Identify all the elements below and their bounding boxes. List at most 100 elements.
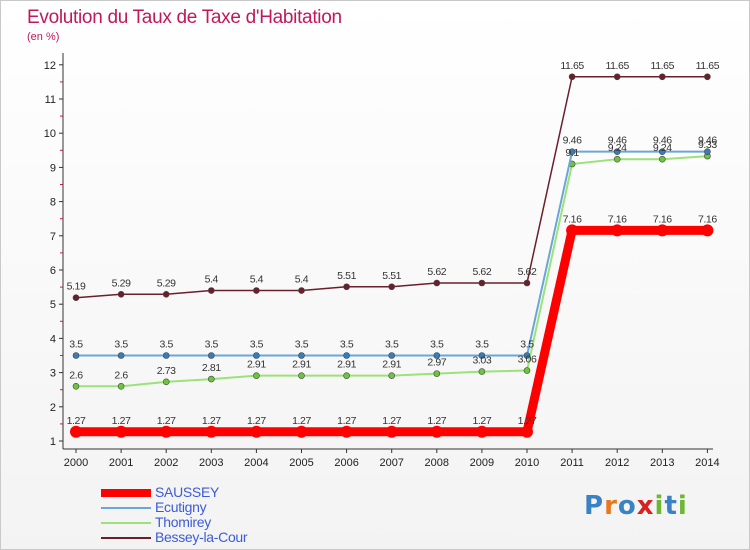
series-saussey bbox=[70, 224, 714, 438]
data-label: 7.16 bbox=[653, 213, 672, 225]
logo-letter: P bbox=[584, 491, 605, 521]
data-point bbox=[72, 352, 80, 359]
data-label: 3.5 bbox=[69, 339, 83, 351]
data-label: 1.27 bbox=[202, 415, 221, 427]
data-label: 5.29 bbox=[157, 277, 176, 289]
data-label: 5.62 bbox=[472, 266, 491, 278]
logo-letter: t bbox=[664, 491, 678, 521]
y-tick-label: 5 bbox=[50, 299, 56, 311]
logo-letter: o bbox=[617, 491, 637, 521]
data-point bbox=[704, 73, 711, 81]
x-tick-label: 2006 bbox=[334, 457, 358, 469]
data-label: 9.46 bbox=[608, 135, 627, 147]
data-label: 2.6 bbox=[69, 369, 83, 381]
data-point bbox=[658, 73, 666, 81]
data-point bbox=[388, 352, 396, 359]
data-point bbox=[658, 148, 666, 155]
data-point bbox=[72, 382, 80, 390]
x-tick-label: 2004 bbox=[244, 457, 268, 469]
series-thomirey bbox=[72, 152, 711, 390]
data-point bbox=[117, 352, 125, 359]
data-point bbox=[385, 425, 398, 438]
y-tick-label: 9 bbox=[50, 162, 56, 174]
data-point bbox=[388, 283, 396, 291]
data-point bbox=[162, 352, 170, 359]
y-tick-label: 7 bbox=[50, 231, 56, 243]
series-line bbox=[75, 76, 709, 299]
data-label: 3.5 bbox=[475, 339, 489, 351]
series-line bbox=[71, 225, 712, 437]
y-tick-label: 3 bbox=[50, 368, 56, 380]
data-label: 3.5 bbox=[430, 339, 444, 351]
data-point bbox=[433, 279, 441, 287]
data-label: 2.97 bbox=[427, 357, 446, 369]
data-point bbox=[343, 283, 350, 291]
data-label: 7.16 bbox=[698, 213, 717, 225]
data-point bbox=[566, 224, 579, 237]
series-layer bbox=[70, 73, 714, 438]
data-point bbox=[611, 224, 624, 237]
data-label: 9.46 bbox=[563, 135, 582, 147]
data-point bbox=[253, 372, 260, 379]
data-label: 1.27 bbox=[427, 415, 446, 427]
data-point bbox=[523, 279, 531, 287]
data-labels: 5.19 5.29 5.29 5.4 5.4 5.4 5.51 5.51 5.62 5.62 5.6… bbox=[67, 60, 721, 427]
legend-label: Bessey-la-Cour bbox=[155, 529, 248, 545]
x-tick-label: 2009 bbox=[470, 457, 494, 469]
data-label: 5.29 bbox=[112, 277, 131, 289]
data-point bbox=[205, 425, 218, 438]
x-tick-label: 2001 bbox=[109, 457, 133, 469]
data-point bbox=[72, 294, 80, 302]
data-point bbox=[343, 372, 350, 379]
x-tick-label: 2003 bbox=[199, 457, 223, 469]
data-point bbox=[475, 425, 488, 438]
data-label: 5.51 bbox=[337, 270, 356, 282]
data-label: 1.27 bbox=[337, 415, 356, 427]
data-label: 7.16 bbox=[608, 213, 627, 225]
data-label: 1.27 bbox=[472, 415, 491, 427]
y-tick-label: 10 bbox=[44, 128, 56, 140]
data-label: 7.16 bbox=[563, 213, 582, 225]
data-label: 1.27 bbox=[518, 415, 537, 427]
data-point bbox=[250, 425, 263, 438]
data-point bbox=[295, 425, 308, 438]
x-tick-label: 2011 bbox=[560, 457, 584, 469]
data-label: 2.91 bbox=[337, 359, 356, 371]
series-ecutigny bbox=[72, 148, 711, 359]
data-label: 11.65 bbox=[560, 60, 584, 72]
data-point bbox=[208, 375, 215, 383]
data-label: 3.5 bbox=[295, 339, 309, 351]
x-tick-label: 2010 bbox=[515, 457, 539, 469]
data-point bbox=[478, 279, 486, 287]
data-point bbox=[656, 224, 669, 237]
y-tick-label: 1 bbox=[50, 436, 56, 448]
data-label: 2.6 bbox=[114, 369, 128, 381]
legend-label: SAUSSEY bbox=[155, 484, 220, 500]
data-label: 2.91 bbox=[292, 359, 311, 371]
data-point bbox=[433, 370, 441, 377]
chart-title: Evolution du Taux de Taxe d'Habitation bbox=[27, 7, 342, 28]
data-point bbox=[568, 73, 576, 81]
data-label: 5.4 bbox=[295, 274, 309, 286]
data-point bbox=[298, 287, 305, 294]
legend-swatch bbox=[101, 537, 151, 539]
data-point bbox=[253, 287, 260, 294]
data-point bbox=[160, 425, 173, 438]
x-tick-label: 2005 bbox=[289, 457, 313, 469]
data-point bbox=[115, 425, 128, 438]
data-point bbox=[704, 148, 711, 155]
data-point bbox=[343, 352, 350, 359]
data-label: 9.33 bbox=[698, 139, 717, 151]
proxiti-logo: Proxiti bbox=[584, 491, 688, 521]
data-label: 11.65 bbox=[651, 60, 675, 72]
data-label: 9.46 bbox=[698, 135, 717, 147]
data-label: 1.27 bbox=[157, 415, 176, 427]
data-label: 1.27 bbox=[247, 415, 266, 427]
data-point bbox=[298, 352, 305, 359]
data-label: 3.5 bbox=[340, 339, 354, 351]
data-point bbox=[658, 155, 666, 163]
data-point bbox=[613, 155, 621, 163]
data-label: 5.4 bbox=[205, 274, 219, 286]
